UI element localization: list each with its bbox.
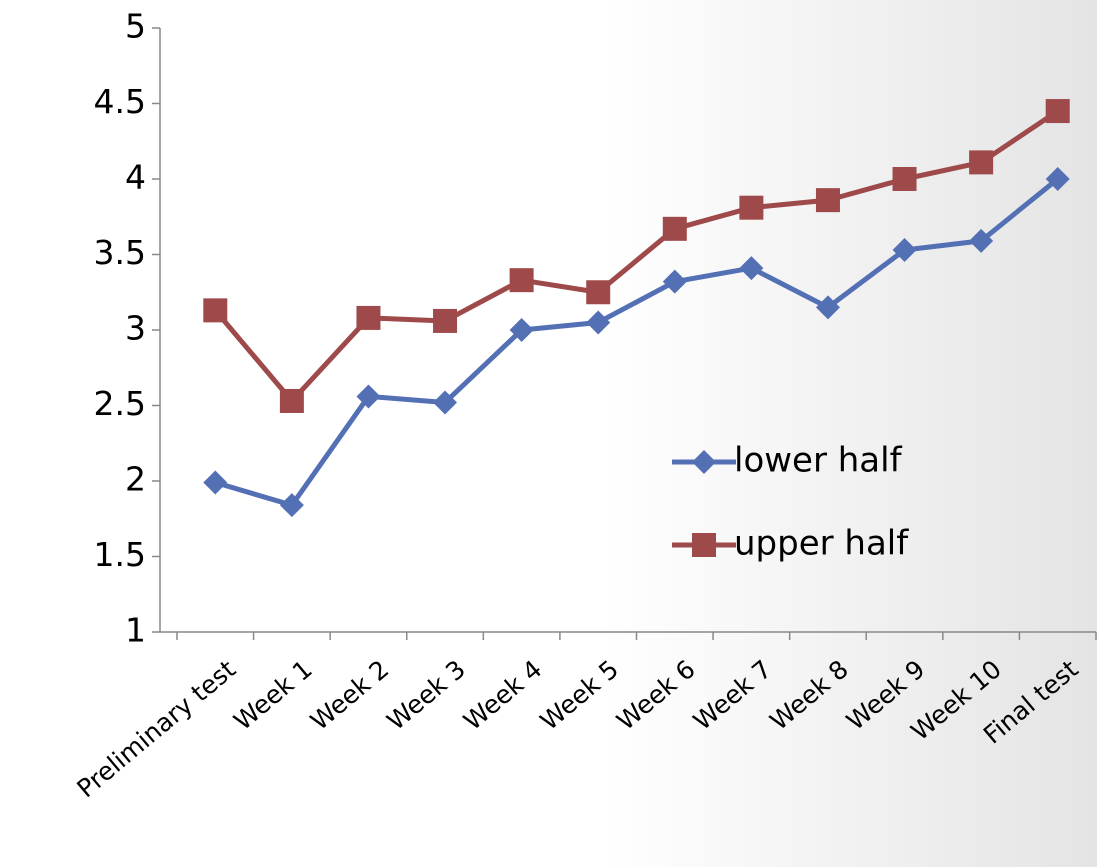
x-tick-label: Week 6 bbox=[611, 654, 700, 736]
data-point bbox=[739, 195, 764, 220]
data-point bbox=[509, 318, 534, 342]
legend-label: lower half bbox=[734, 441, 903, 481]
x-tick-label: Week 4 bbox=[458, 654, 547, 736]
data-point bbox=[892, 237, 917, 262]
data-point bbox=[356, 384, 381, 409]
data-point bbox=[279, 493, 304, 518]
y-tick-label: 2 bbox=[125, 460, 146, 499]
x-tick-label: Week 8 bbox=[764, 654, 853, 736]
x-tick-label: Week 3 bbox=[382, 654, 471, 736]
x-tick-label: Preliminary test bbox=[71, 654, 241, 803]
x-tick-label: Week 7 bbox=[688, 654, 777, 736]
data-point bbox=[662, 216, 687, 241]
series-line bbox=[214, 177, 1060, 508]
data-point bbox=[509, 268, 534, 293]
data-point bbox=[662, 269, 687, 294]
x-tick-label: Week 5 bbox=[535, 654, 624, 736]
y-tick-label: 3 bbox=[125, 309, 146, 348]
x-tick-label: Week 1 bbox=[228, 654, 317, 736]
data-point bbox=[969, 150, 994, 175]
y-tick-label: 1.5 bbox=[94, 535, 146, 574]
data-point bbox=[433, 308, 458, 333]
data-point bbox=[1045, 167, 1070, 191]
data-point bbox=[203, 470, 228, 495]
data-point bbox=[279, 388, 304, 413]
data-point bbox=[815, 295, 840, 320]
y-tick-label: 3.5 bbox=[94, 233, 146, 272]
series-line bbox=[213, 108, 1060, 404]
legend-label: upper half bbox=[734, 524, 909, 564]
data-point bbox=[356, 305, 381, 330]
data-point bbox=[815, 188, 840, 213]
data-point bbox=[203, 298, 228, 323]
legend-marker bbox=[692, 450, 716, 474]
data-point bbox=[586, 310, 611, 335]
legend-marker bbox=[692, 533, 716, 557]
y-tick-label: 2.5 bbox=[94, 384, 146, 423]
y-tick-label: 4 bbox=[125, 158, 146, 197]
data-point bbox=[739, 256, 764, 281]
data-point bbox=[586, 280, 611, 305]
data-point bbox=[433, 390, 458, 415]
data-point bbox=[892, 167, 917, 191]
x-tick-label: Week 2 bbox=[305, 654, 394, 736]
y-tick-label: 4.5 bbox=[94, 82, 146, 121]
data-point bbox=[969, 228, 994, 253]
y-tick-label: 5 bbox=[125, 7, 146, 46]
data-point bbox=[1045, 99, 1070, 124]
y-tick-label: 1 bbox=[125, 611, 146, 650]
